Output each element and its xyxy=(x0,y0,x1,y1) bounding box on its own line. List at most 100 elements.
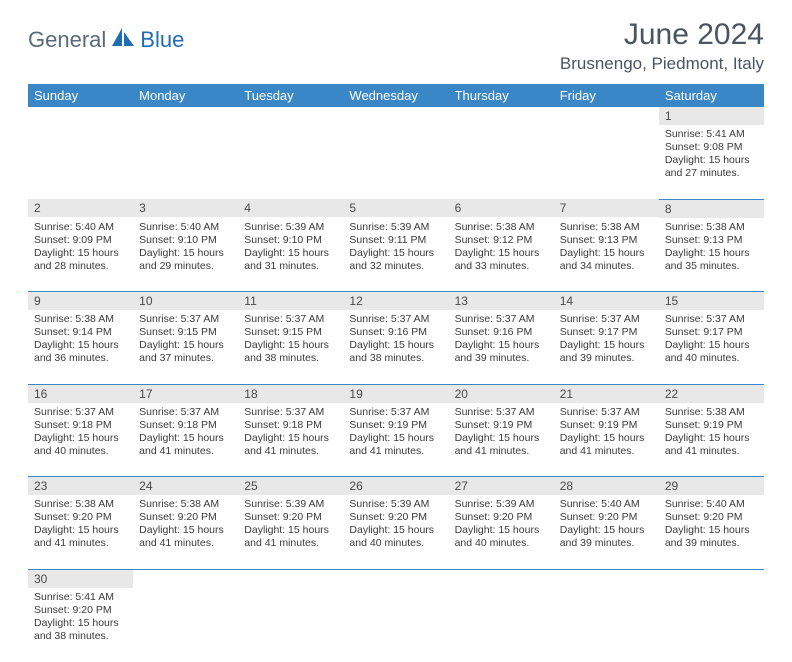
day-content-cell: Sunrise: 5:37 AMSunset: 9:19 PMDaylight:… xyxy=(449,403,554,477)
day-number-cell: 19 xyxy=(343,384,448,403)
day-number: 25 xyxy=(238,477,343,495)
day-details: Sunrise: 5:37 AMSunset: 9:17 PMDaylight:… xyxy=(554,310,659,370)
day-details: Sunrise: 5:37 AMSunset: 9:19 PMDaylight:… xyxy=(554,403,659,463)
day-number-cell: 11 xyxy=(238,292,343,311)
day-number: 10 xyxy=(133,292,238,310)
day-content-cell: Sunrise: 5:38 AMSunset: 9:20 PMDaylight:… xyxy=(28,495,133,569)
day-number-row: 2345678 xyxy=(28,199,764,218)
day-content-cell: Sunrise: 5:37 AMSunset: 9:19 PMDaylight:… xyxy=(554,403,659,477)
day-number: 7 xyxy=(554,199,659,217)
day-details: Sunrise: 5:40 AMSunset: 9:09 PMDaylight:… xyxy=(28,218,133,278)
day-number-cell xyxy=(238,107,343,125)
day-number: 15 xyxy=(659,292,764,310)
day-details: Sunrise: 5:37 AMSunset: 9:19 PMDaylight:… xyxy=(343,403,448,463)
weekday-header: Friday xyxy=(554,84,659,107)
day-content-cell xyxy=(238,588,343,662)
day-details: Sunrise: 5:41 AMSunset: 9:08 PMDaylight:… xyxy=(659,125,764,185)
day-details: Sunrise: 5:37 AMSunset: 9:16 PMDaylight:… xyxy=(343,310,448,370)
day-number-cell xyxy=(343,569,448,588)
day-number-cell: 12 xyxy=(343,292,448,311)
day-number-cell: 13 xyxy=(449,292,554,311)
day-number: 11 xyxy=(238,292,343,310)
day-number-cell: 8 xyxy=(659,199,764,218)
day-number: 19 xyxy=(343,385,448,403)
day-details: Sunrise: 5:38 AMSunset: 9:13 PMDaylight:… xyxy=(659,218,764,278)
day-details: Sunrise: 5:40 AMSunset: 9:20 PMDaylight:… xyxy=(554,495,659,555)
day-number-cell: 30 xyxy=(28,569,133,588)
day-number: 9 xyxy=(28,292,133,310)
day-content-row: Sunrise: 5:41 AMSunset: 9:20 PMDaylight:… xyxy=(28,588,764,662)
day-number: 3 xyxy=(133,199,238,217)
day-number: 21 xyxy=(554,385,659,403)
day-content-cell xyxy=(659,588,764,662)
header: General Blue June 2024 Brusnengo, Piedmo… xyxy=(0,0,792,78)
day-number: 6 xyxy=(449,199,554,217)
day-number-cell: 6 xyxy=(449,199,554,218)
day-details: Sunrise: 5:37 AMSunset: 9:16 PMDaylight:… xyxy=(449,310,554,370)
day-content-cell xyxy=(238,125,343,199)
day-number-cell: 25 xyxy=(238,477,343,496)
logo: General Blue xyxy=(28,26,184,53)
day-details: Sunrise: 5:37 AMSunset: 9:19 PMDaylight:… xyxy=(449,403,554,463)
day-number-cell: 16 xyxy=(28,384,133,403)
day-number-cell: 17 xyxy=(133,384,238,403)
day-number-cell: 7 xyxy=(554,199,659,218)
day-content-cell: Sunrise: 5:41 AMSunset: 9:08 PMDaylight:… xyxy=(659,125,764,199)
day-details: Sunrise: 5:39 AMSunset: 9:20 PMDaylight:… xyxy=(449,495,554,555)
day-number: 17 xyxy=(133,385,238,403)
day-number: 2 xyxy=(28,199,133,217)
sail-icon xyxy=(110,26,136,53)
day-number: 24 xyxy=(133,477,238,495)
day-content-cell: Sunrise: 5:38 AMSunset: 9:13 PMDaylight:… xyxy=(659,218,764,292)
day-content-cell xyxy=(449,588,554,662)
day-number: 1 xyxy=(659,107,764,125)
day-number-cell xyxy=(28,107,133,125)
page-title: June 2024 xyxy=(560,18,764,52)
day-content-cell xyxy=(343,588,448,662)
day-number-cell: 29 xyxy=(659,477,764,496)
day-content-row: Sunrise: 5:37 AMSunset: 9:18 PMDaylight:… xyxy=(28,403,764,477)
day-number-row: 23242526272829 xyxy=(28,477,764,496)
location-subtitle: Brusnengo, Piedmont, Italy xyxy=(560,54,764,74)
day-number: 27 xyxy=(449,477,554,495)
day-content-cell: Sunrise: 5:41 AMSunset: 9:20 PMDaylight:… xyxy=(28,588,133,662)
day-details: Sunrise: 5:41 AMSunset: 9:20 PMDaylight:… xyxy=(28,588,133,648)
calendar-table: SundayMondayTuesdayWednesdayThursdayFrid… xyxy=(28,84,764,662)
day-details: Sunrise: 5:37 AMSunset: 9:15 PMDaylight:… xyxy=(238,310,343,370)
day-number-cell: 4 xyxy=(238,199,343,218)
day-details: Sunrise: 5:38 AMSunset: 9:12 PMDaylight:… xyxy=(449,218,554,278)
day-content-row: Sunrise: 5:38 AMSunset: 9:14 PMDaylight:… xyxy=(28,310,764,384)
day-number-cell: 24 xyxy=(133,477,238,496)
day-details: Sunrise: 5:40 AMSunset: 9:10 PMDaylight:… xyxy=(133,218,238,278)
day-content-cell: Sunrise: 5:37 AMSunset: 9:19 PMDaylight:… xyxy=(343,403,448,477)
day-number: 12 xyxy=(343,292,448,310)
day-details: Sunrise: 5:37 AMSunset: 9:15 PMDaylight:… xyxy=(133,310,238,370)
day-number-cell xyxy=(659,569,764,588)
day-details: Sunrise: 5:39 AMSunset: 9:11 PMDaylight:… xyxy=(343,218,448,278)
day-content-cell: Sunrise: 5:39 AMSunset: 9:10 PMDaylight:… xyxy=(238,218,343,292)
day-number-cell: 21 xyxy=(554,384,659,403)
day-content-cell: Sunrise: 5:37 AMSunset: 9:17 PMDaylight:… xyxy=(659,310,764,384)
day-number: 20 xyxy=(449,385,554,403)
day-content-cell: Sunrise: 5:39 AMSunset: 9:20 PMDaylight:… xyxy=(343,495,448,569)
day-details: Sunrise: 5:38 AMSunset: 9:20 PMDaylight:… xyxy=(28,495,133,555)
day-number-cell: 5 xyxy=(343,199,448,218)
day-number-cell: 18 xyxy=(238,384,343,403)
day-number: 26 xyxy=(343,477,448,495)
day-content-cell xyxy=(343,125,448,199)
day-number: 8 xyxy=(659,200,764,218)
day-details: Sunrise: 5:37 AMSunset: 9:18 PMDaylight:… xyxy=(28,403,133,463)
day-details: Sunrise: 5:40 AMSunset: 9:20 PMDaylight:… xyxy=(659,495,764,555)
day-content-row: Sunrise: 5:38 AMSunset: 9:20 PMDaylight:… xyxy=(28,495,764,569)
day-number-cell xyxy=(554,569,659,588)
weekday-header: Sunday xyxy=(28,84,133,107)
day-content-cell: Sunrise: 5:38 AMSunset: 9:13 PMDaylight:… xyxy=(554,218,659,292)
day-content-cell xyxy=(554,588,659,662)
day-details: Sunrise: 5:39 AMSunset: 9:10 PMDaylight:… xyxy=(238,218,343,278)
weekday-header-row: SundayMondayTuesdayWednesdayThursdayFrid… xyxy=(28,84,764,107)
day-number-cell: 22 xyxy=(659,384,764,403)
day-content-cell: Sunrise: 5:40 AMSunset: 9:09 PMDaylight:… xyxy=(28,218,133,292)
day-content-cell: Sunrise: 5:37 AMSunset: 9:18 PMDaylight:… xyxy=(133,403,238,477)
logo-text-blue: Blue xyxy=(140,27,184,53)
day-content-cell: Sunrise: 5:39 AMSunset: 9:20 PMDaylight:… xyxy=(238,495,343,569)
